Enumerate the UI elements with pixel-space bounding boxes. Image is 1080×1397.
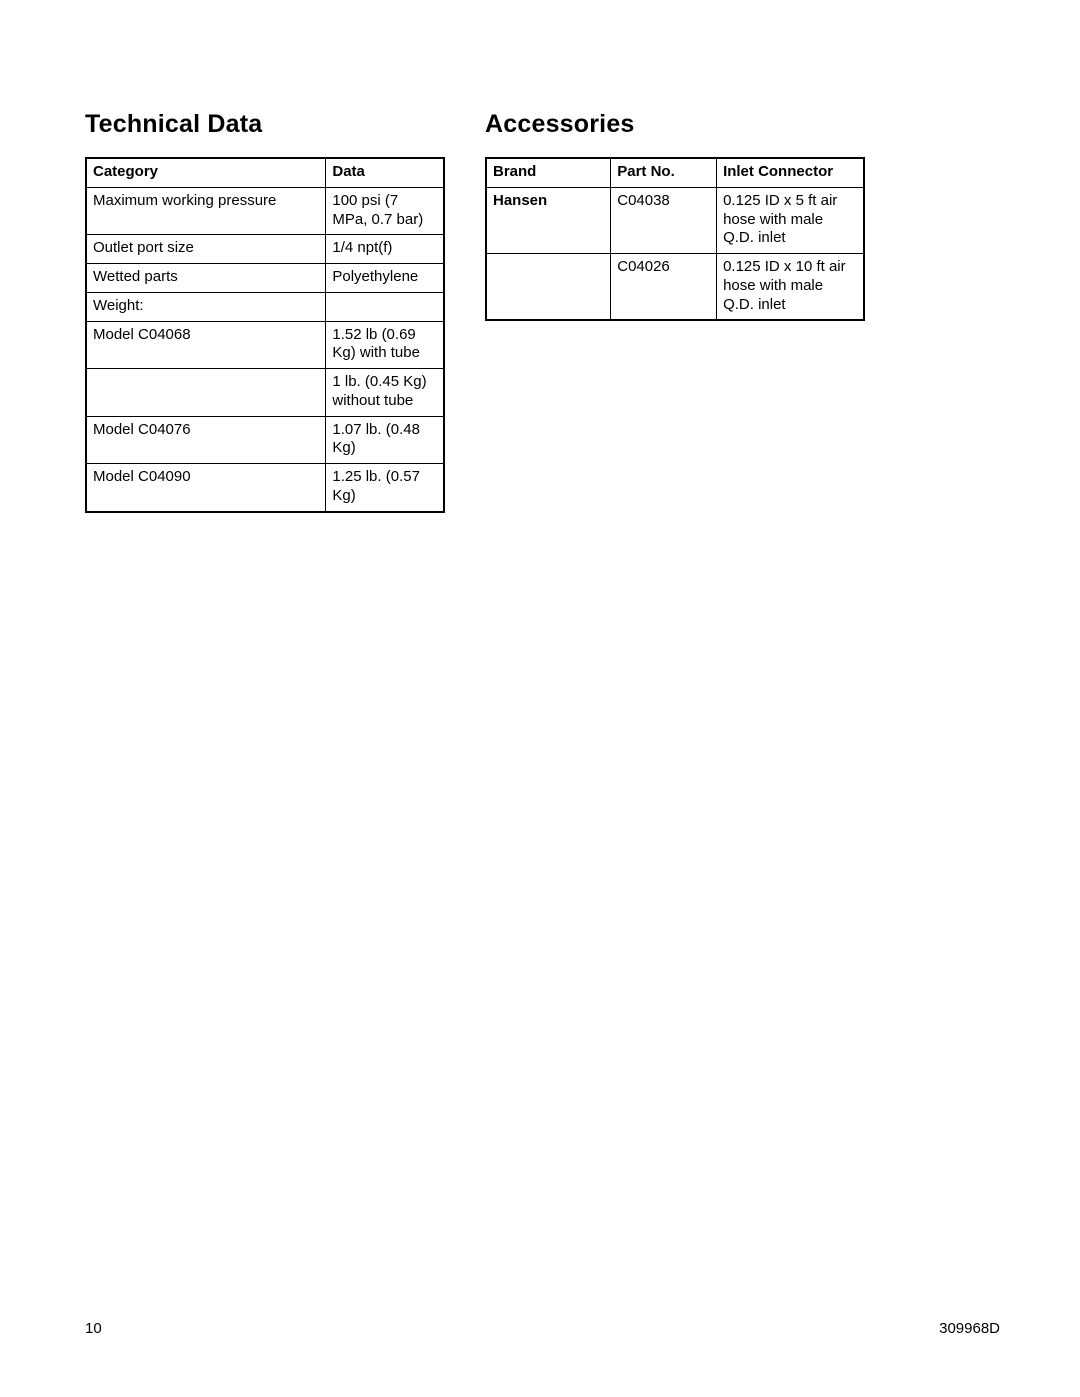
cell: Model C04068 — [86, 321, 326, 369]
cell: Outlet port size — [86, 235, 326, 264]
cell: Weight: — [86, 292, 326, 321]
page-number: 10 — [85, 1320, 102, 1337]
table-row: Hansen C04038 0.125 ID x 5 ft air hose w… — [486, 187, 864, 253]
accessories-column: Accessories Brand Part No. Inlet Connect… — [485, 110, 865, 513]
cell: 1.07 lb. (0.48 Kg) — [326, 416, 444, 464]
cell: 1/4 npt(f) — [326, 235, 444, 264]
page-footer: 10 309968D — [85, 1320, 1000, 1337]
col-header: Part No. — [611, 158, 717, 187]
cell: 0.125 ID x 5 ft air hose with male Q.D. … — [717, 187, 864, 253]
col-header: Category — [86, 158, 326, 187]
cell: C04038 — [611, 187, 717, 253]
technical-data-column: Technical Data Category Data Maximum wor… — [85, 110, 445, 513]
cell: C04026 — [611, 254, 717, 321]
table-row: Wetted parts Polyethylene — [86, 264, 444, 293]
cell: 1.52 lb (0.69 Kg) with tube — [326, 321, 444, 369]
col-header: Inlet Connector — [717, 158, 864, 187]
table-row: Weight: — [86, 292, 444, 321]
cell: Wetted parts — [86, 264, 326, 293]
technical-data-table: Category Data Maximum working pressure 1… — [85, 157, 445, 513]
table-row: Maximum working pressure 100 psi (7 MPa,… — [86, 187, 444, 235]
two-column-layout: Technical Data Category Data Maximum wor… — [85, 110, 1000, 513]
document-id: 309968D — [939, 1320, 1000, 1337]
cell: Hansen — [486, 187, 611, 253]
cell — [486, 254, 611, 321]
cell: 1 lb. (0.45 Kg) without tube — [326, 369, 444, 417]
table-row: Model C04076 1.07 lb. (0.48 Kg) — [86, 416, 444, 464]
cell: Maximum working pressure — [86, 187, 326, 235]
table-header-row: Brand Part No. Inlet Connector — [486, 158, 864, 187]
accessories-title: Accessories — [485, 110, 865, 139]
accessories-table: Brand Part No. Inlet Connector Hansen C0… — [485, 157, 865, 321]
col-header: Brand — [486, 158, 611, 187]
cell — [326, 292, 444, 321]
table-row: C04026 0.125 ID x 10 ft air hose with ma… — [486, 254, 864, 321]
cell: 1.25 lb. (0.57 Kg) — [326, 464, 444, 512]
cell: 0.125 ID x 10 ft air hose with male Q.D.… — [717, 254, 864, 321]
cell: Polyethylene — [326, 264, 444, 293]
col-header: Data — [326, 158, 444, 187]
cell — [86, 369, 326, 417]
cell: Model C04076 — [86, 416, 326, 464]
cell: Model C04090 — [86, 464, 326, 512]
technical-data-title: Technical Data — [85, 110, 445, 139]
table-row: Outlet port size 1/4 npt(f) — [86, 235, 444, 264]
page: Technical Data Category Data Maximum wor… — [0, 0, 1080, 1397]
table-header-row: Category Data — [86, 158, 444, 187]
table-row: Model C04068 1.52 lb (0.69 Kg) with tube — [86, 321, 444, 369]
table-row: 1 lb. (0.45 Kg) without tube — [86, 369, 444, 417]
table-row: Model C04090 1.25 lb. (0.57 Kg) — [86, 464, 444, 512]
cell: 100 psi (7 MPa, 0.7 bar) — [326, 187, 444, 235]
